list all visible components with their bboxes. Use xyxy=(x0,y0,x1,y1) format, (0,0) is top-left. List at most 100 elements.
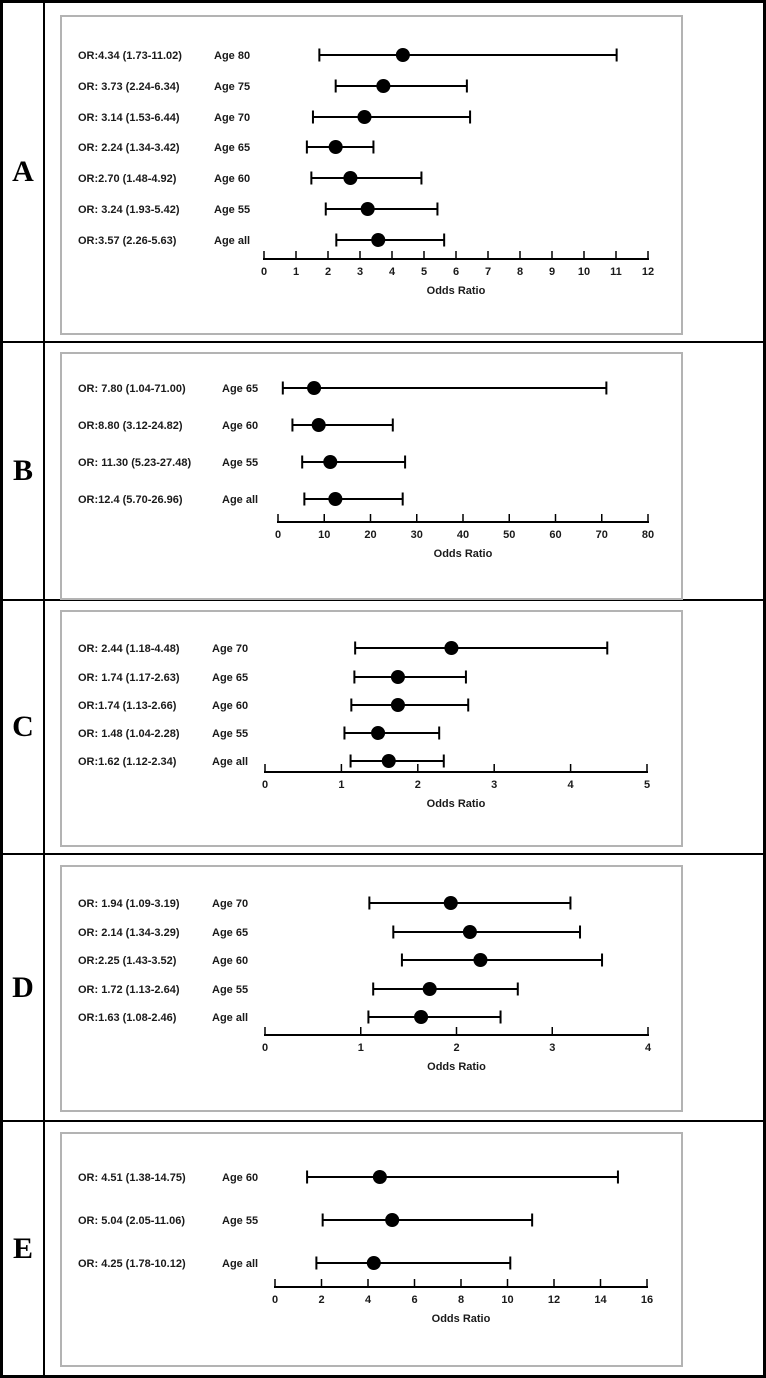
or-marker xyxy=(307,381,322,395)
x-axis-title: Odds Ratio xyxy=(432,1313,491,1325)
or-ci-text: OR: 2.44 (1.18-4.48) xyxy=(78,643,180,655)
chart-box: OR:4.34 (1.73-11.02) Age 80 OR: 3.73 (2.24… xyxy=(60,15,683,335)
forest-plot: OR: 4.51 (1.38-14.75) Age 60 OR: 5.04 (2.0… xyxy=(78,1170,653,1325)
or-ci-text: OR:2.70 (1.48-4.92) xyxy=(78,173,177,185)
x-axis-tick-label: 12 xyxy=(548,1294,560,1306)
or-ci-text: OR: 4.25 (1.78-10.12) xyxy=(78,1258,186,1270)
or-ci-text: OR: 2.14 (1.34-3.29) xyxy=(78,927,180,939)
or-ci-text: OR: 11.30 (5.23-27.48) xyxy=(78,457,191,469)
age-label: Age 55 xyxy=(222,457,258,469)
age-label: Age 65 xyxy=(214,142,250,154)
x-axis-title: Odds Ratio xyxy=(427,285,486,297)
x-axis-tick-label: 2 xyxy=(415,779,421,791)
age-label: Age 60 xyxy=(212,700,248,712)
panel-letter-cell: A xyxy=(3,3,45,341)
x-axis-tick-label: 0 xyxy=(262,1042,268,1054)
or-marker xyxy=(343,171,358,185)
x-axis-tick-label: 2 xyxy=(453,1042,459,1054)
or-ci-text: OR:2.25 (1.43-3.52) xyxy=(78,955,177,967)
age-label: Age 60 xyxy=(214,173,250,185)
age-label: Age 70 xyxy=(212,898,248,910)
age-label: Age 65 xyxy=(222,383,258,395)
age-label: Age 65 xyxy=(212,672,248,684)
age-label: Age 55 xyxy=(214,204,250,216)
x-axis-tick-label: 9 xyxy=(549,266,555,278)
figure-panel-row: E OR: 4.51 (1.38-14.75) Age 60 OR: 5.04 (2.… xyxy=(3,1122,763,1375)
or-marker xyxy=(328,140,343,154)
or-ci-text: OR:3.57 (2.26-5.63) xyxy=(78,235,177,247)
age-label: Age 80 xyxy=(214,50,250,62)
x-axis-tick-label: 50 xyxy=(503,529,515,541)
or-marker xyxy=(390,670,405,684)
x-axis-tick-label: 1 xyxy=(338,779,344,791)
x-axis-tick-label: 3 xyxy=(549,1042,555,1054)
or-ci-text: OR: 1.94 (1.09-3.19) xyxy=(78,898,180,910)
or-marker xyxy=(422,982,437,996)
x-axis-tick-label: 14 xyxy=(594,1294,607,1306)
panel-label: A xyxy=(12,155,34,188)
panel-label: D xyxy=(12,970,34,1004)
age-label: Age 75 xyxy=(214,81,250,93)
age-label: Age 60 xyxy=(222,420,258,432)
panel-chart-cell: OR: 1.94 (1.09-3.19) Age 70 OR: 2.14 (1.34… xyxy=(45,855,763,1120)
x-axis-tick-label: 0 xyxy=(262,779,268,791)
figure-panel-row: B OR: 7.80 (1.04-71.00) Age 65 OR:8.80 (3.1… xyxy=(3,343,763,601)
age-label: Age all xyxy=(212,756,248,768)
or-marker xyxy=(357,110,372,124)
x-axis-tick-label: 12 xyxy=(642,266,654,278)
x-axis-tick-label: 0 xyxy=(272,1294,278,1306)
x-axis-title: Odds Ratio xyxy=(434,548,493,560)
or-marker xyxy=(414,1010,429,1024)
figure-panel-row: D OR: 1.94 (1.09-3.19) Age 70 OR: 2.14 (1.3… xyxy=(3,855,763,1122)
x-axis-tick-label: 20 xyxy=(364,529,376,541)
or-ci-text: OR: 3.14 (1.53-6.44) xyxy=(78,112,180,124)
panel-letter-cell: E xyxy=(3,1122,45,1375)
x-axis-tick-label: 11 xyxy=(610,266,622,278)
x-axis-tick-label: 10 xyxy=(318,529,330,541)
or-ci-text: OR:1.62 (1.12-2.34) xyxy=(78,756,177,768)
or-ci-text: OR: 3.24 (1.93-5.42) xyxy=(78,204,180,216)
or-marker xyxy=(328,492,343,506)
panel-chart-cell: OR: 7.80 (1.04-71.00) Age 65 OR:8.80 (3.12… xyxy=(45,343,763,600)
age-label: Age all xyxy=(222,494,258,506)
age-label: Age all xyxy=(212,1012,248,1024)
x-axis-tick-label: 1 xyxy=(293,266,299,278)
chart-box: OR: 2.44 (1.18-4.48) Age 70 OR: 1.74 (1.17… xyxy=(60,610,683,847)
or-ci-text: OR:1.63 (1.08-2.46) xyxy=(78,1012,177,1024)
age-label: Age 70 xyxy=(212,643,248,655)
or-ci-text: OR:4.34 (1.73-11.02) xyxy=(78,50,182,62)
forest-plot: OR: 1.94 (1.09-3.19) Age 70 OR: 2.14 (1.34… xyxy=(78,896,652,1073)
x-axis-tick-label: 4 xyxy=(365,1294,372,1306)
or-ci-text: OR: 5.04 (2.05-11.06) xyxy=(78,1215,185,1227)
or-marker xyxy=(381,754,396,768)
or-marker xyxy=(311,418,326,432)
age-label: Age 65 xyxy=(212,927,248,939)
x-axis-tick-label: 8 xyxy=(458,1294,464,1306)
or-marker xyxy=(395,48,410,62)
x-axis-tick-label: 7 xyxy=(485,266,491,278)
panel-label: B xyxy=(12,454,33,487)
panel-letter-cell: B xyxy=(3,343,45,599)
chart-box: OR: 4.51 (1.38-14.75) Age 60 OR: 5.04 (2.0… xyxy=(60,1132,683,1367)
x-axis-tick-label: 16 xyxy=(641,1294,653,1306)
x-axis-tick-label: 1 xyxy=(358,1042,364,1054)
or-marker xyxy=(371,233,386,247)
age-label: Age 60 xyxy=(212,955,248,967)
or-marker xyxy=(444,641,459,655)
age-label: Age 70 xyxy=(214,112,250,124)
x-axis-tick-label: 80 xyxy=(642,529,654,541)
x-axis-tick-label: 30 xyxy=(411,529,423,541)
x-axis-tick-label: 2 xyxy=(325,266,331,278)
x-axis-tick-label: 6 xyxy=(411,1294,417,1306)
or-ci-text: OR: 1.48 (1.04-2.28) xyxy=(78,728,180,740)
x-axis-tick-label: 5 xyxy=(421,266,427,278)
or-marker xyxy=(371,726,386,740)
or-marker xyxy=(385,1213,400,1227)
x-axis-tick-label: 2 xyxy=(318,1294,324,1306)
x-axis-title: Odds Ratio xyxy=(427,798,486,810)
or-marker xyxy=(360,202,375,216)
or-ci-text: OR:1.74 (1.13-2.66) xyxy=(78,700,177,712)
or-marker xyxy=(323,455,338,469)
or-ci-text: OR: 7.80 (1.04-71.00) xyxy=(78,383,186,395)
